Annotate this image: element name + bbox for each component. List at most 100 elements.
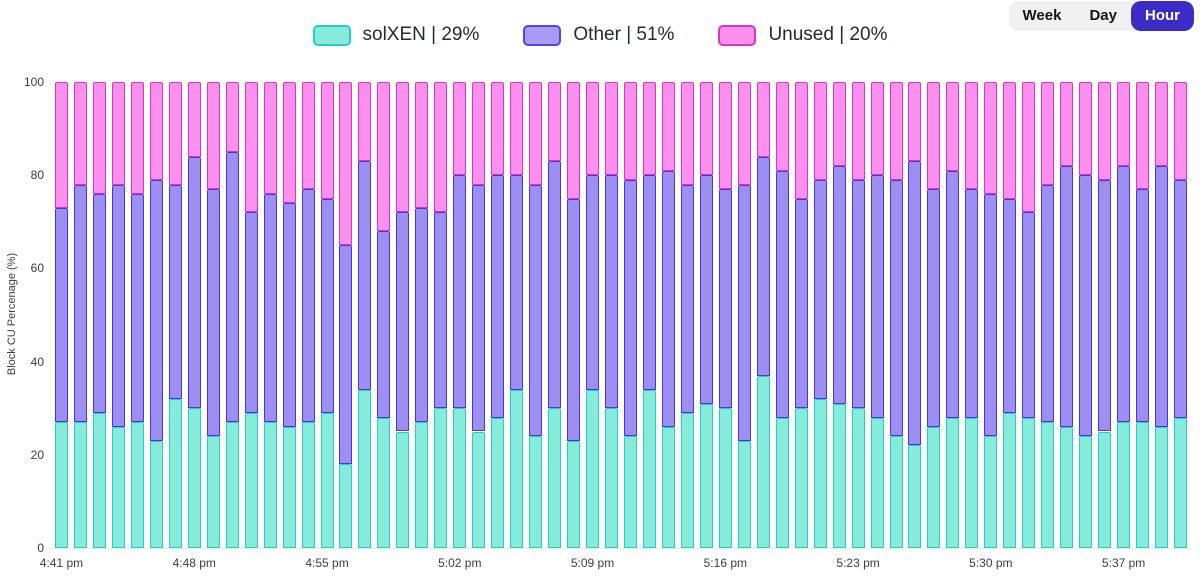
- bar-segment-other[interactable]: [1098, 179, 1112, 432]
- bar-segment-unused[interactable]: [434, 82, 448, 213]
- bar-segment-unused[interactable]: [225, 82, 239, 152]
- bar-segment-other[interactable]: [529, 184, 543, 437]
- bar-segment-other[interactable]: [984, 193, 998, 437]
- bar-segment-unused[interactable]: [149, 82, 163, 180]
- bar-segment-solxen[interactable]: [775, 417, 789, 548]
- bar-segment-solxen[interactable]: [1098, 431, 1112, 548]
- bar-segment-unused[interactable]: [358, 82, 372, 162]
- bar-segment-unused[interactable]: [567, 82, 581, 199]
- bar-segment-other[interactable]: [851, 179, 865, 409]
- bar-segment-solxen[interactable]: [1041, 422, 1055, 548]
- bar-segment-solxen[interactable]: [605, 408, 619, 548]
- bar-segment-solxen[interactable]: [1079, 436, 1093, 548]
- bar-segment-other[interactable]: [301, 189, 315, 423]
- bar-segment-unused[interactable]: [244, 82, 258, 213]
- bar-segment-solxen[interactable]: [965, 417, 979, 548]
- bar-segment-other[interactable]: [244, 212, 258, 413]
- bar-segment-other[interactable]: [813, 179, 827, 399]
- bar-segment-solxen[interactable]: [908, 445, 922, 548]
- bar-segment-other[interactable]: [111, 184, 125, 427]
- bar-segment-unused[interactable]: [661, 82, 675, 171]
- bar-segment-unused[interactable]: [377, 82, 391, 232]
- legend-item-solxen[interactable]: solXEN | 29%: [312, 24, 479, 46]
- bar-segment-unused[interactable]: [642, 82, 656, 176]
- bar-segment-unused[interactable]: [699, 82, 713, 176]
- bar-segment-unused[interactable]: [623, 82, 637, 180]
- bar-segment-other[interactable]: [453, 175, 467, 409]
- bar-segment-solxen[interactable]: [586, 389, 600, 548]
- bar-segment-unused[interactable]: [396, 82, 410, 213]
- bar-segment-solxen[interactable]: [927, 426, 941, 548]
- bar-segment-other[interactable]: [605, 175, 619, 409]
- bar-segment-solxen[interactable]: [946, 417, 960, 548]
- bar-segment-solxen[interactable]: [472, 431, 486, 548]
- bar-segment-other[interactable]: [1003, 198, 1017, 413]
- bar-segment-unused[interactable]: [130, 82, 144, 194]
- bar-segment-unused[interactable]: [851, 82, 865, 180]
- bar-segment-unused[interactable]: [282, 82, 296, 204]
- bar-segment-solxen[interactable]: [623, 436, 637, 548]
- bar-segment-unused[interactable]: [1041, 82, 1055, 185]
- bar-segment-unused[interactable]: [908, 82, 922, 162]
- bar-segment-other[interactable]: [263, 193, 277, 423]
- bar-segment-solxen[interactable]: [832, 403, 846, 548]
- bar-segment-unused[interactable]: [415, 82, 429, 208]
- bar-segment-other[interactable]: [946, 170, 960, 418]
- bar-segment-unused[interactable]: [870, 82, 884, 176]
- bar-segment-other[interactable]: [149, 179, 163, 441]
- bar-segment-other[interactable]: [1136, 189, 1150, 423]
- bar-segment-other[interactable]: [680, 184, 694, 413]
- bar-segment-other[interactable]: [491, 175, 505, 418]
- bar-segment-solxen[interactable]: [282, 426, 296, 548]
- bar-segment-unused[interactable]: [111, 82, 125, 185]
- bar-segment-solxen[interactable]: [358, 389, 372, 548]
- bar-segment-solxen[interactable]: [339, 464, 353, 548]
- bar-segment-unused[interactable]: [946, 82, 960, 171]
- bar-segment-solxen[interactable]: [225, 422, 239, 548]
- bar-segment-other[interactable]: [73, 184, 87, 423]
- bar-segment-solxen[interactable]: [301, 422, 315, 548]
- hour-button[interactable]: Hour: [1131, 1, 1194, 31]
- legend-item-unused[interactable]: Unused | 20%: [718, 24, 887, 46]
- legend-item-other[interactable]: Other | 51%: [523, 24, 674, 46]
- bar-segment-unused[interactable]: [775, 82, 789, 171]
- bar-segment-solxen[interactable]: [111, 426, 125, 548]
- bar-segment-other[interactable]: [1022, 212, 1036, 418]
- bar-segment-other[interactable]: [737, 184, 751, 441]
- bar-segment-solxen[interactable]: [244, 412, 258, 548]
- bar-segment-other[interactable]: [699, 175, 713, 404]
- bar-segment-other[interactable]: [1174, 179, 1188, 418]
- bar-segment-unused[interactable]: [832, 82, 846, 166]
- bar-segment-other[interactable]: [756, 156, 770, 376]
- bar-segment-solxen[interactable]: [567, 440, 581, 548]
- bar-segment-unused[interactable]: [168, 82, 182, 185]
- bar-segment-other[interactable]: [775, 170, 789, 418]
- bar-segment-solxen[interactable]: [54, 422, 68, 548]
- bar-segment-other[interactable]: [586, 175, 600, 390]
- bar-segment-solxen[interactable]: [510, 389, 524, 548]
- bar-segment-unused[interactable]: [92, 82, 106, 194]
- bar-segment-solxen[interactable]: [320, 412, 334, 548]
- bar-segment-solxen[interactable]: [1117, 422, 1131, 548]
- bar-segment-other[interactable]: [225, 151, 239, 423]
- bar-segment-unused[interactable]: [529, 82, 543, 185]
- bar-segment-other[interactable]: [54, 207, 68, 423]
- bar-segment-solxen[interactable]: [794, 408, 808, 548]
- bar-segment-other[interactable]: [168, 184, 182, 399]
- bar-segment-unused[interactable]: [548, 82, 562, 162]
- bar-segment-other[interactable]: [623, 179, 637, 437]
- bar-segment-unused[interactable]: [54, 82, 68, 208]
- bar-segment-solxen[interactable]: [1060, 426, 1074, 548]
- bar-segment-unused[interactable]: [339, 82, 353, 246]
- bar-segment-solxen[interactable]: [130, 422, 144, 548]
- bar-segment-unused[interactable]: [680, 82, 694, 185]
- bar-segment-unused[interactable]: [491, 82, 505, 176]
- bar-segment-solxen[interactable]: [1155, 426, 1169, 548]
- bar-segment-solxen[interactable]: [434, 408, 448, 548]
- bar-segment-solxen[interactable]: [661, 426, 675, 548]
- bar-segment-solxen[interactable]: [187, 408, 201, 548]
- bar-segment-other[interactable]: [965, 189, 979, 418]
- bar-segment-other[interactable]: [282, 203, 296, 427]
- bar-segment-unused[interactable]: [813, 82, 827, 180]
- bar-segment-other[interactable]: [718, 189, 732, 409]
